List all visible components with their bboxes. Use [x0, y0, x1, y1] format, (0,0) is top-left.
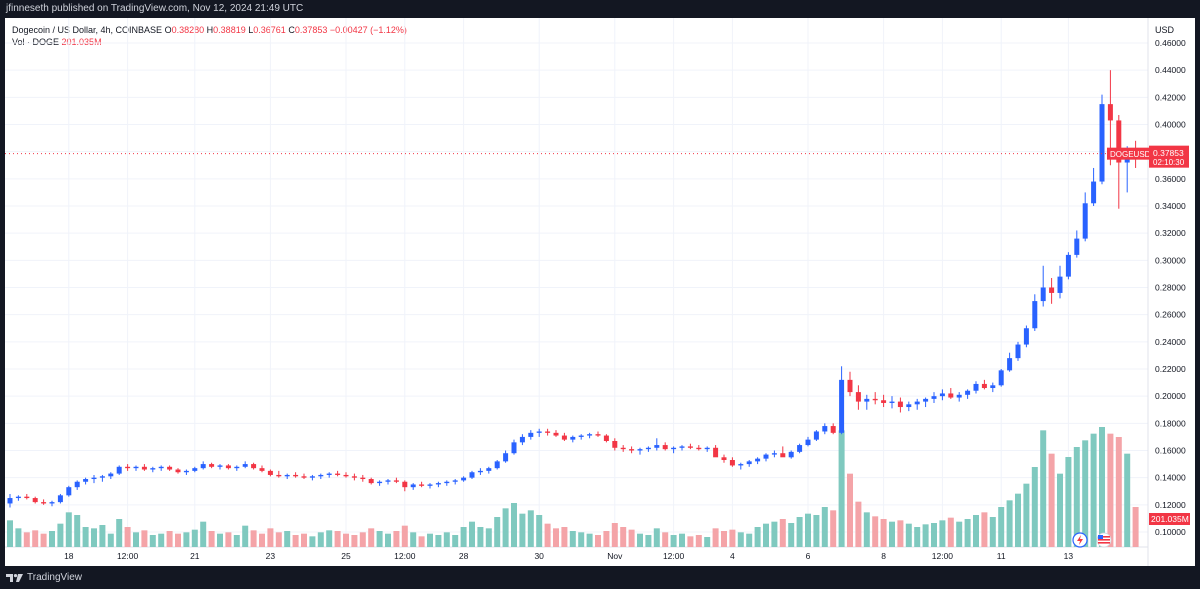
- tradingview-logo-icon[interactable]: [6, 573, 24, 583]
- legend-c-value: 0.37853: [294, 25, 328, 35]
- legend-vol-value: 201.035M: [61, 37, 102, 47]
- legend-l-label: L: [248, 25, 254, 35]
- legend-volume-row: Vol · DOGE 201.035M: [12, 36, 407, 48]
- chart-legend: Dogecoin / US Dollar, 4h, COINBASE O0.38…: [12, 24, 407, 48]
- legend-ohlc-row: Dogecoin / US Dollar, 4h, COINBASE O0.38…: [12, 24, 407, 36]
- legend-c-label: C: [288, 25, 295, 35]
- published-text: jfinneseth published on TradingView.com,…: [6, 3, 304, 14]
- legend-h-label: H: [206, 25, 214, 35]
- chart-frame[interactable]: [5, 18, 1195, 566]
- legend-change: −0.00427 (−1.12%): [329, 25, 407, 35]
- legend-o-label: O: [164, 25, 172, 35]
- legend-symbol[interactable]: Dogecoin / US Dollar, 4h, COINBASE: [12, 25, 163, 35]
- footer-bar: TradingView: [0, 566, 1200, 589]
- legend-o-value: 0.38280: [171, 25, 205, 35]
- legend-vol-label[interactable]: Vol · DOGE: [12, 37, 60, 47]
- footer-brand[interactable]: TradingView: [27, 572, 83, 583]
- published-header: jfinneseth published on TradingView.com,…: [0, 0, 1200, 18]
- legend-l-value: 0.36761: [253, 25, 286, 35]
- legend-h-value: 0.38819: [213, 25, 246, 35]
